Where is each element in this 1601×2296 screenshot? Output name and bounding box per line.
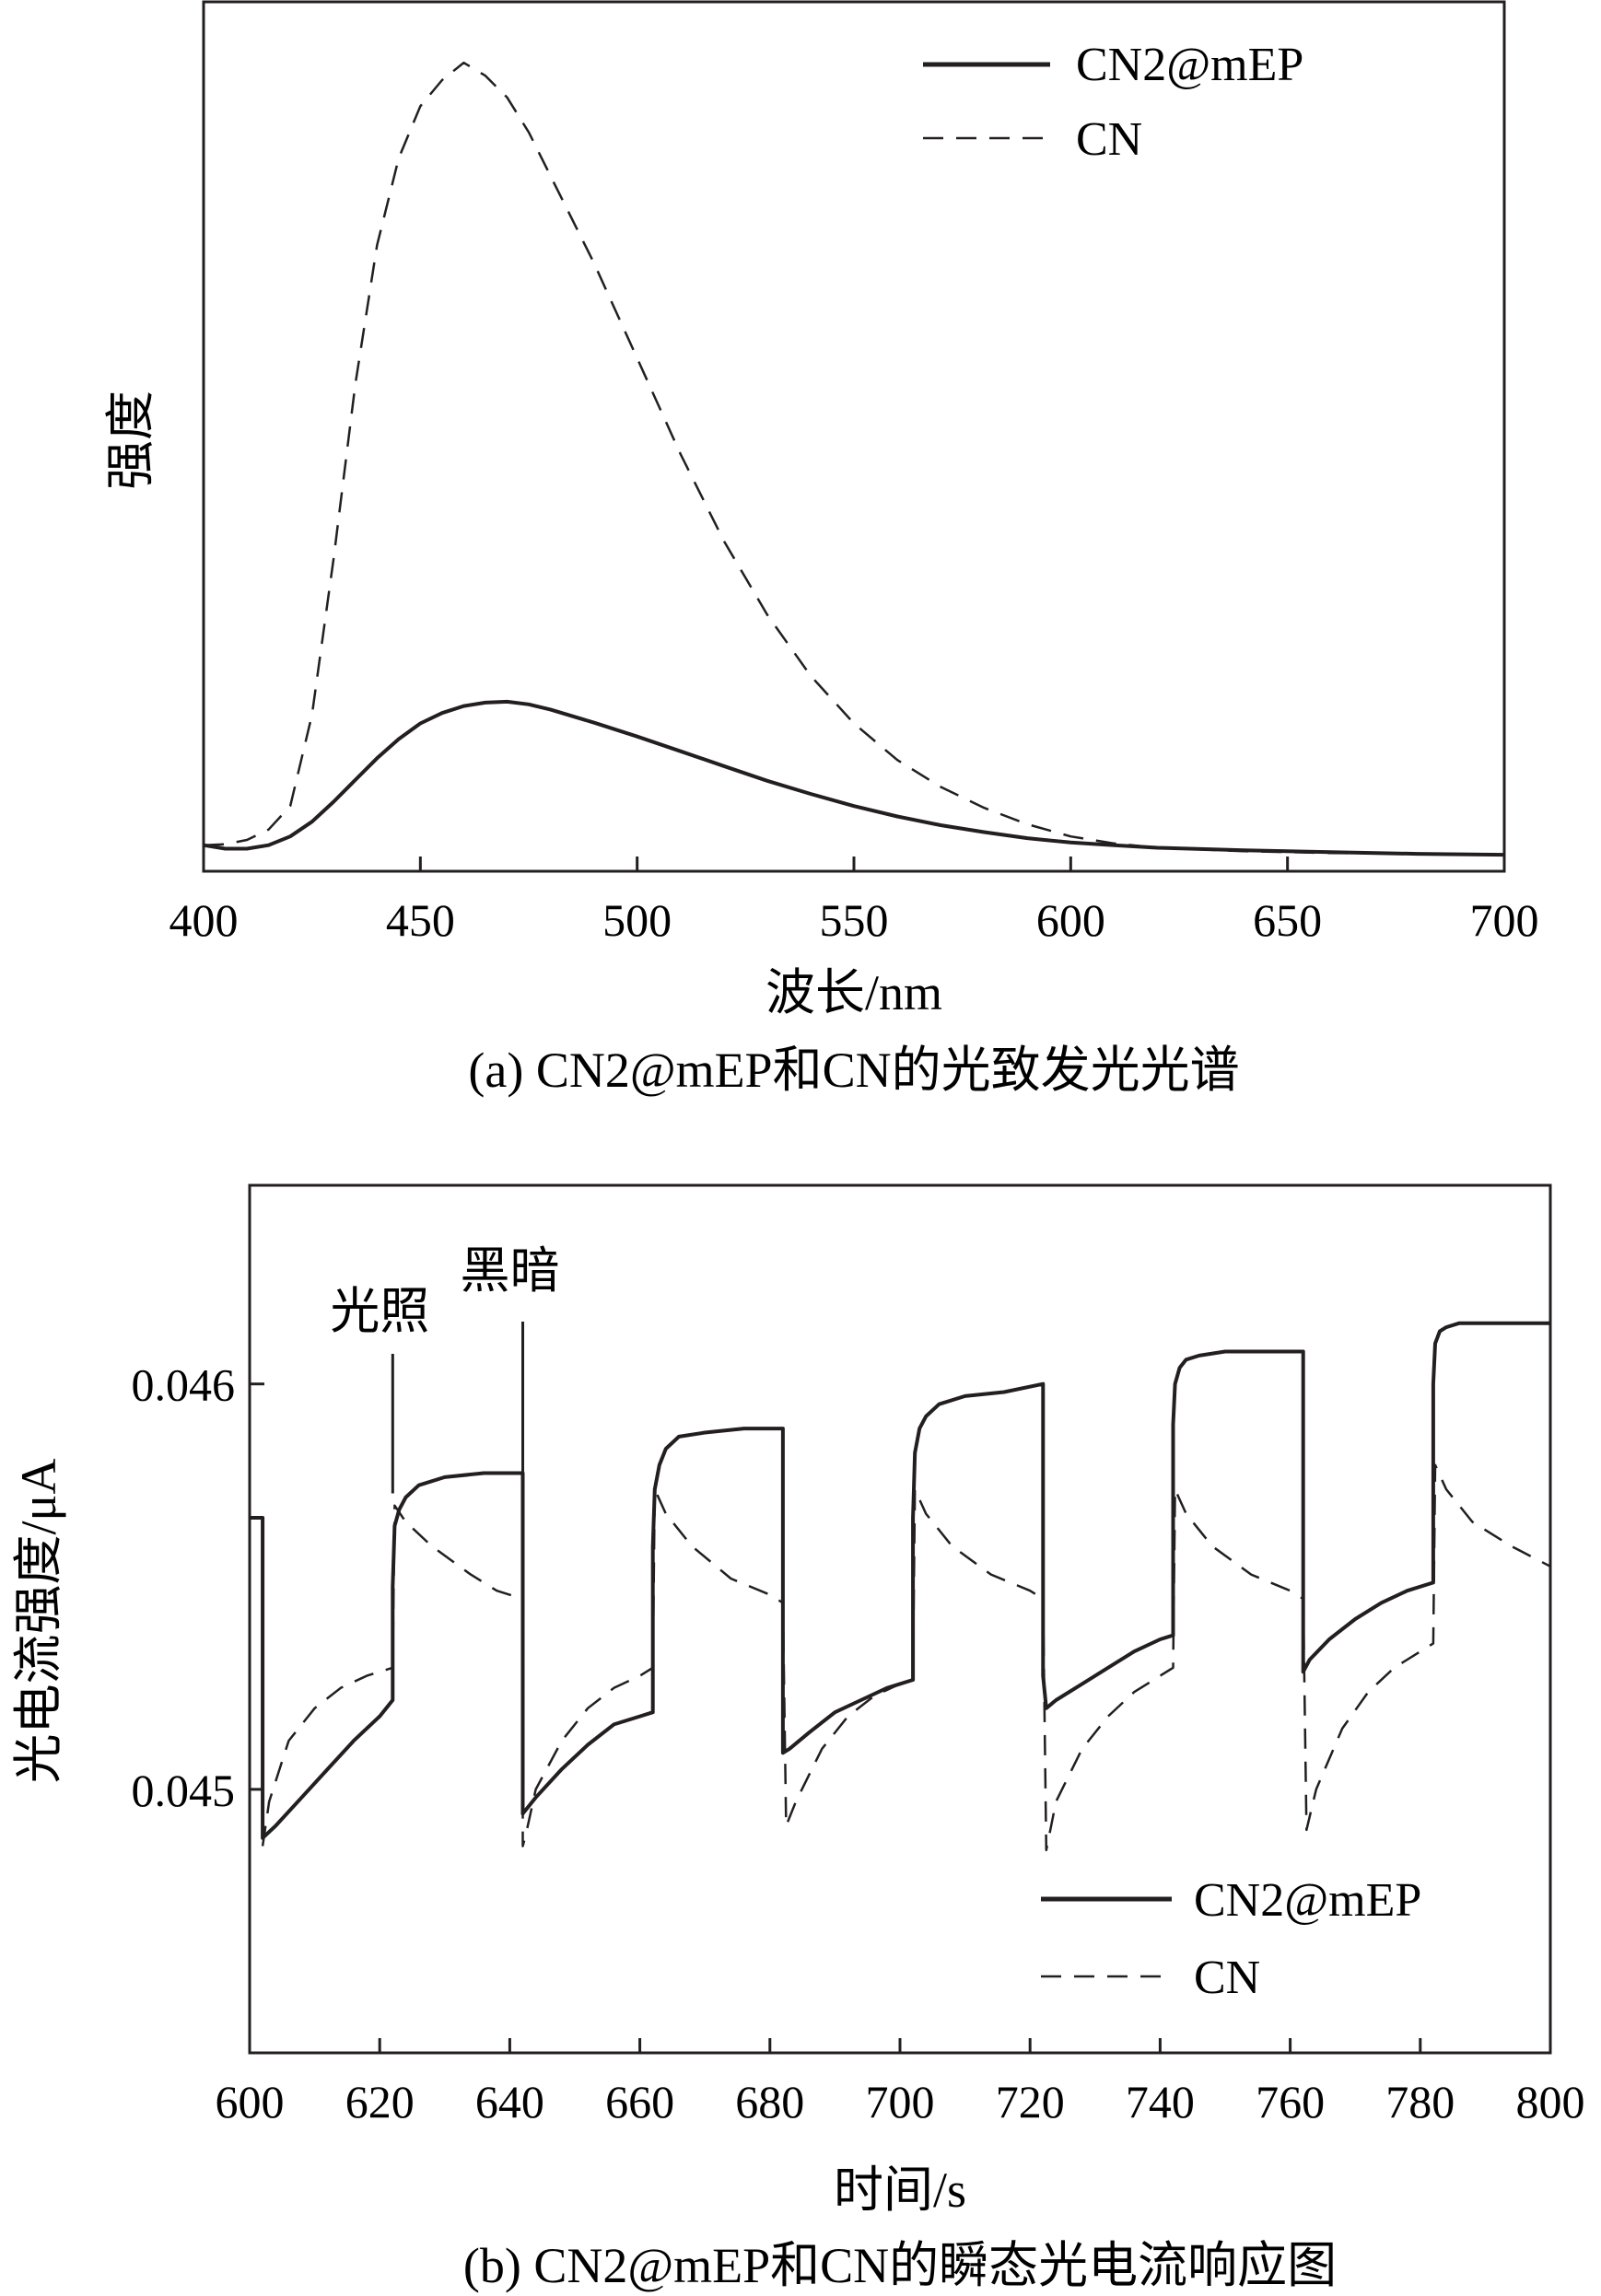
panel-b-legend-label-cn2-mep: CN2@mEP	[1194, 1874, 1421, 1927]
panel-b-y-axis-label: 光电流强度/μA	[11, 1459, 66, 1784]
panel-a-series	[203, 61, 1505, 857]
panel-b-legend-label-cn: CN	[1194, 1952, 1260, 2004]
panel-a-series-line-cn	[203, 61, 1505, 857]
panel-b-x-tick-label-640: 640	[475, 2076, 544, 2127]
panel-a-x-tick-label-450: 450	[386, 894, 455, 946]
panel-b-series-line-cn	[261, 1463, 1551, 1852]
panel-b-x-tick-label-680: 680	[735, 2076, 804, 2127]
panel-b-series	[250, 1321, 1551, 1852]
panel-b-x-axis-label: 时间/s	[834, 2162, 966, 2218]
panel-a-x-ticks	[202, 857, 1506, 871]
panel-b-y-tick-label-1: 0.046	[132, 1359, 236, 1411]
panel-b-legend: CN2@mEP CN	[1041, 1874, 1421, 2004]
panel-a-x-tick-label-500: 500	[602, 894, 672, 946]
panel-b-x-tick-label-720: 720	[996, 2076, 1065, 2127]
panel-b-x-tick-labels: 600 620 640 660 680 700 720 740 760 780 800	[216, 2076, 1585, 2127]
panel-b-x-tick-label-780: 780	[1385, 2076, 1455, 2127]
panel-b-y-tick-label-0: 0.045	[132, 1765, 236, 1816]
panel-b-series-line-cn2-mep	[250, 1321, 1550, 1840]
panel-b-annotation-label-0: 光照	[330, 1284, 429, 1339]
panel-b-y-tick-labels: 0.045 0.046	[132, 1359, 236, 1816]
panel-a-y-axis-label: 强度	[103, 390, 158, 490]
panel-b-photocurrent-chart: 600 620 640 660 680 700 720 740 760 780 800 0.0450…	[11, 1183, 1585, 2293]
panel-a-caption: (a) CN2@mEP和CN的光致发光光谱	[468, 1043, 1239, 1098]
panel-b-x-ticks	[248, 2038, 1552, 2053]
panel-b-annotation-label-1: 黑暗	[461, 1243, 560, 1299]
panel-b-x-tick-label-660: 660	[605, 2076, 674, 2127]
panel-b-caption: (b) CN2@mEP和CN的瞬态光电流响应图	[463, 2238, 1337, 2293]
panel-a-x-tick-label-600: 600	[1036, 894, 1105, 946]
panel-a-photoluminescence-chart: 400 450 500 550 600 650 700 CN2@mEP CN 强度 波长/n…	[103, 0, 1539, 1098]
panel-a-x-axis-label: 波长/nm	[765, 965, 942, 1020]
panel-b-x-tick-label-800: 800	[1516, 2076, 1585, 2127]
panel-a-legend-label-cn: CN	[1076, 113, 1142, 166]
panel-b-x-tick-label-700: 700	[866, 2076, 935, 2127]
panel-b-x-tick-label-740: 740	[1126, 2076, 1195, 2127]
panel-a-x-tick-label-650: 650	[1253, 894, 1322, 946]
panel-b-x-tick-label-620: 620	[345, 2076, 415, 2127]
panel-a-x-tick-label-550: 550	[820, 894, 889, 946]
panel-a-x-tick-labels: 400 450 500 550 600 650 700	[169, 894, 1539, 946]
panel-a-series-line-cn2-mep	[203, 699, 1505, 857]
panel-b-x-tick-label-600: 600	[216, 2076, 285, 2127]
panel-b-x-tick-label-760: 760	[1256, 2076, 1325, 2127]
panel-a-x-tick-label-700: 700	[1470, 894, 1539, 946]
panel-a-legend-label-cn2-mep: CN2@mEP	[1076, 39, 1303, 91]
panel-a-x-tick-label-400: 400	[169, 894, 239, 946]
panel-a-legend: CN2@mEP CN	[923, 39, 1303, 166]
